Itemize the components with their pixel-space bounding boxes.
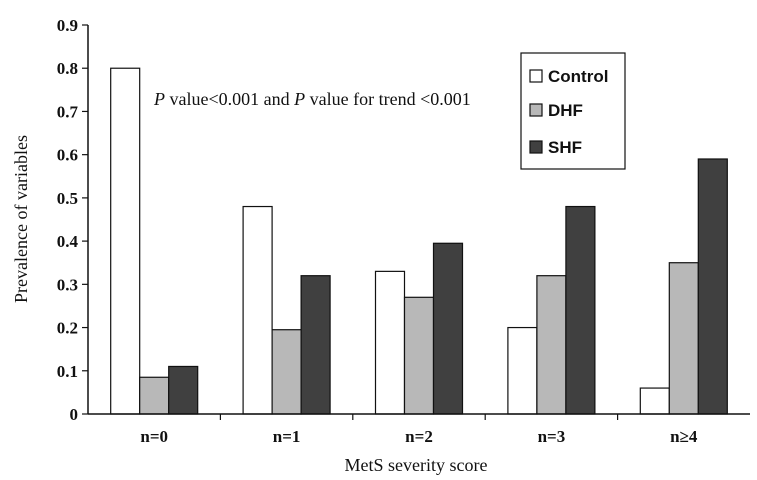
legend-label-dhf: DHF	[548, 101, 583, 120]
bar-dhf	[139, 376, 170, 415]
y-axis-title: Prevalence of variables	[11, 135, 31, 303]
legend-label-control: Control	[548, 67, 608, 86]
bar-dhf	[403, 296, 435, 415]
y-tick-label: 0	[70, 405, 79, 424]
bars	[110, 67, 728, 415]
legend-label-shf: SHF	[548, 138, 582, 157]
x-axis-ticks: n=0 n=1 n=2 n=3 n≥4	[140, 414, 698, 446]
bar-dhf	[668, 262, 699, 415]
annotation-text: P value<0.001 and P value for trend <0.0…	[153, 89, 471, 109]
y-tick-label: 0.6	[57, 146, 78, 165]
y-tick-label: 0.2	[57, 319, 78, 338]
bar-control	[110, 67, 141, 415]
y-tick-label: 0.8	[57, 59, 78, 78]
legend-swatch-shf	[529, 140, 543, 154]
legend-swatch-dhf	[529, 103, 543, 117]
y-tick-label: 0.7	[57, 102, 79, 121]
x-tick-label: n=3	[538, 427, 566, 446]
bar-control	[507, 326, 538, 415]
y-tick-label: 0.3	[57, 275, 78, 294]
x-tick-label: n=1	[273, 427, 301, 446]
bar-control	[374, 270, 406, 415]
x-axis-title: MetS severity score	[345, 455, 488, 475]
y-tick-label: 0.9	[57, 16, 78, 35]
x-tick-label: n≥4	[670, 427, 698, 446]
y-tick-label: 0.5	[57, 189, 78, 208]
bar-control	[639, 387, 670, 415]
bar-dhf	[536, 275, 567, 415]
legend: Control DHF SHF	[520, 52, 626, 170]
y-tick-label: 0.4	[57, 232, 79, 251]
bar-dhf	[271, 329, 302, 415]
bar-control	[242, 205, 273, 415]
bar-shf	[168, 365, 199, 415]
bar-shf	[565, 205, 596, 415]
y-tick-label: 0.1	[57, 362, 78, 381]
bar-shf	[432, 242, 464, 415]
bar-shf	[697, 158, 728, 415]
x-tick-label: n=0	[140, 427, 168, 446]
legend-swatch-control	[529, 69, 543, 83]
bar-shf	[300, 275, 331, 415]
x-tick-label: n=2	[405, 427, 433, 446]
y-axis-ticks: 0 0.1 0.2 0.3 0.4 0.5 0.6 0.7 0.8 0.9	[57, 16, 88, 424]
